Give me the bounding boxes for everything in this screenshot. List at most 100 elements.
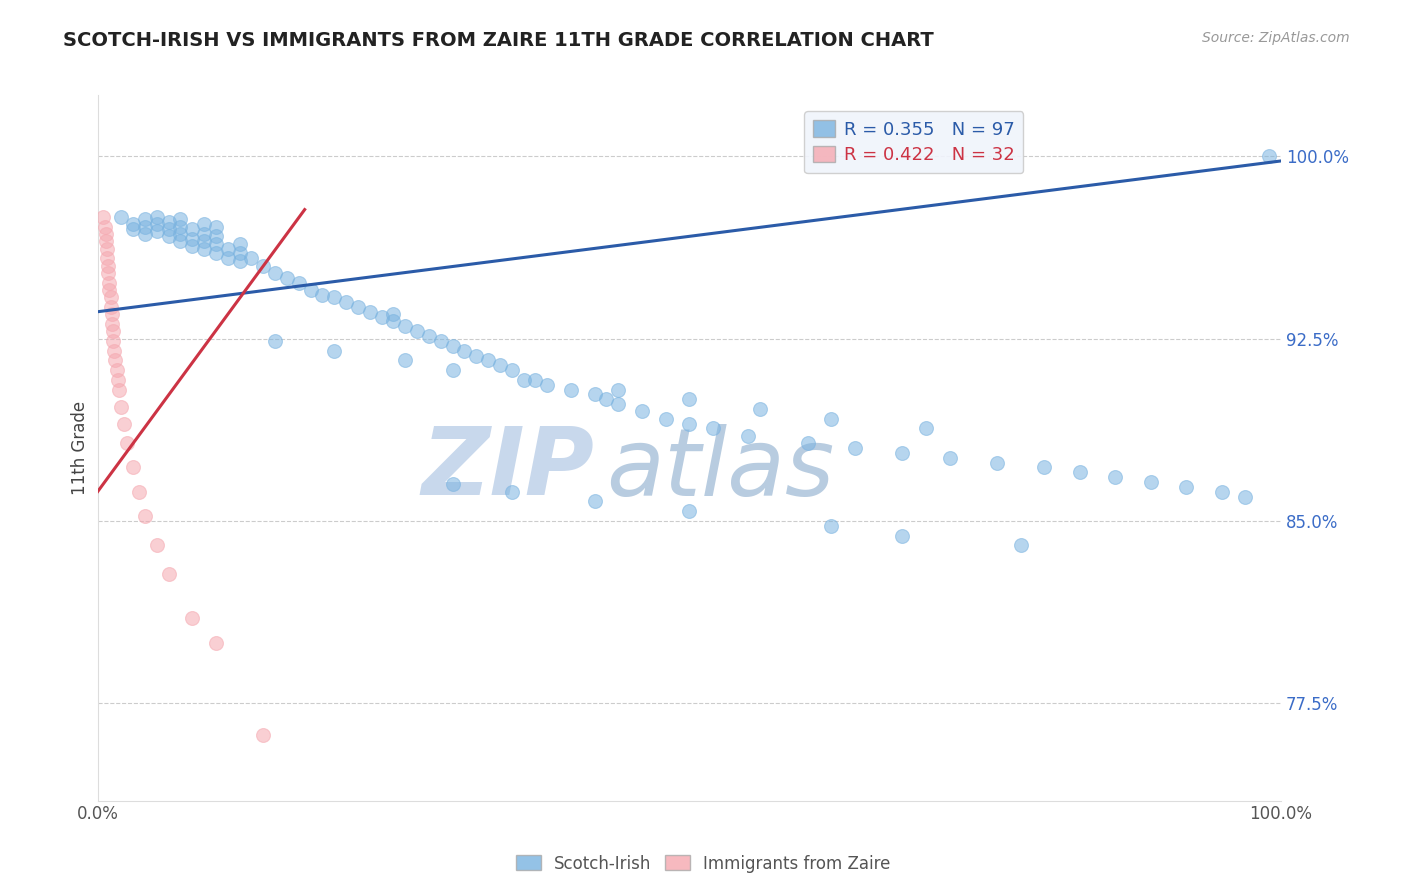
Point — [512, 373, 534, 387]
Legend: R = 0.355   N = 97, R = 0.422   N = 32: R = 0.355 N = 97, R = 0.422 N = 32 — [804, 112, 1024, 173]
Point — [145, 538, 167, 552]
Point — [299, 283, 322, 297]
Point — [1139, 475, 1161, 489]
Point — [583, 387, 606, 401]
Point — [205, 236, 228, 251]
Point — [101, 324, 124, 338]
Point — [193, 242, 215, 256]
Point — [1069, 465, 1091, 479]
Point — [193, 234, 215, 248]
Point — [264, 334, 287, 348]
Point — [287, 276, 309, 290]
Point — [359, 304, 381, 318]
Point — [228, 253, 250, 268]
Text: Source: ZipAtlas.com: Source: ZipAtlas.com — [1202, 31, 1350, 45]
Point — [134, 212, 156, 227]
Point — [418, 329, 440, 343]
Point — [678, 392, 700, 407]
Point — [382, 314, 405, 328]
Legend: Scotch-Irish, Immigrants from Zaire: Scotch-Irish, Immigrants from Zaire — [509, 848, 897, 880]
Point — [429, 334, 451, 348]
Point — [96, 252, 118, 266]
Point — [181, 611, 204, 625]
Point — [1033, 460, 1056, 475]
Point — [181, 232, 204, 246]
Point — [100, 317, 122, 331]
Point — [93, 219, 115, 234]
Point — [702, 421, 724, 435]
Point — [100, 290, 122, 304]
Point — [938, 450, 960, 465]
Point — [607, 383, 630, 397]
Point — [796, 436, 818, 450]
Point — [394, 353, 416, 368]
Point — [501, 363, 523, 377]
Point — [169, 219, 191, 234]
Point — [1234, 490, 1257, 504]
Point — [347, 300, 370, 314]
Text: atlas: atlas — [606, 424, 835, 515]
Point — [1175, 480, 1198, 494]
Point — [453, 343, 475, 358]
Point — [820, 518, 842, 533]
Point — [382, 307, 405, 321]
Point — [181, 239, 204, 253]
Point — [157, 215, 180, 229]
Point — [169, 227, 191, 241]
Point — [524, 373, 547, 387]
Point — [595, 392, 617, 407]
Point — [406, 324, 429, 338]
Point — [654, 411, 676, 425]
Point — [169, 212, 191, 227]
Point — [100, 300, 122, 314]
Point — [370, 310, 392, 324]
Point — [891, 528, 914, 542]
Point — [820, 411, 842, 425]
Point — [112, 417, 135, 431]
Point — [394, 319, 416, 334]
Point — [477, 353, 499, 368]
Point — [217, 252, 239, 266]
Point — [110, 210, 132, 224]
Point — [96, 242, 118, 256]
Text: SCOTCH-IRISH VS IMMIGRANTS FROM ZAIRE 11TH GRADE CORRELATION CHART: SCOTCH-IRISH VS IMMIGRANTS FROM ZAIRE 11… — [63, 31, 934, 50]
Point — [205, 219, 228, 234]
Point — [205, 635, 228, 649]
Point — [583, 494, 606, 508]
Point — [94, 234, 117, 248]
Point — [1010, 538, 1032, 552]
Point — [501, 484, 523, 499]
Point — [157, 229, 180, 244]
Point — [181, 222, 204, 236]
Point — [115, 436, 138, 450]
Point — [560, 383, 582, 397]
Point — [98, 276, 121, 290]
Point — [134, 227, 156, 241]
Point — [94, 227, 117, 241]
Point — [749, 402, 772, 417]
Point — [441, 339, 464, 353]
Point — [122, 217, 145, 231]
Point — [104, 353, 127, 368]
Point — [264, 266, 287, 280]
Point — [1104, 470, 1126, 484]
Point — [193, 217, 215, 231]
Point — [134, 219, 156, 234]
Point — [108, 383, 131, 397]
Point — [311, 287, 333, 301]
Point — [105, 363, 128, 377]
Point — [193, 227, 215, 241]
Point — [228, 246, 250, 260]
Point — [465, 349, 488, 363]
Point — [205, 229, 228, 244]
Point — [607, 397, 630, 411]
Point — [240, 252, 263, 266]
Point — [93, 210, 115, 224]
Point — [915, 421, 938, 435]
Point — [217, 242, 239, 256]
Point — [122, 460, 145, 475]
Point — [1258, 149, 1281, 163]
Point — [134, 509, 156, 524]
Point — [252, 259, 274, 273]
Point — [145, 210, 167, 224]
